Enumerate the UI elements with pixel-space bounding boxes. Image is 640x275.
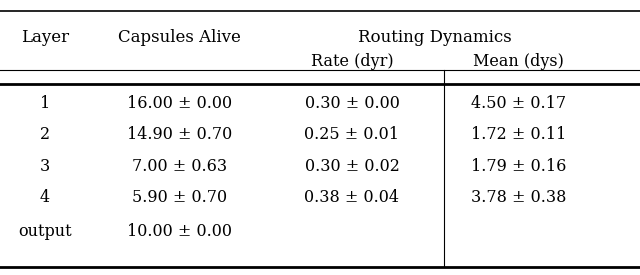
Text: Mean (dys): Mean (dys) [473,53,564,70]
Text: 14.90 ± 0.70: 14.90 ± 0.70 [127,126,232,143]
Text: 7.00 ± 0.63: 7.00 ± 0.63 [132,158,227,175]
Text: 10.00 ± 0.00: 10.00 ± 0.00 [127,222,232,240]
Text: 3: 3 [40,158,50,175]
Text: 0.25 ± 0.01: 0.25 ± 0.01 [305,126,399,143]
Text: 5.90 ± 0.70: 5.90 ± 0.70 [132,189,227,207]
Text: 1.72 ± 0.11: 1.72 ± 0.11 [471,126,566,143]
Text: 4.50 ± 0.17: 4.50 ± 0.17 [471,95,566,112]
Text: 0.30 ± 0.00: 0.30 ± 0.00 [305,95,399,112]
Text: output: output [18,222,72,240]
Text: Routing Dynamics: Routing Dynamics [358,29,512,46]
Text: 16.00 ± 0.00: 16.00 ± 0.00 [127,95,232,112]
Text: Layer: Layer [20,29,69,46]
Text: Rate (dyr): Rate (dyr) [310,53,394,70]
Text: 4: 4 [40,189,50,207]
Text: 3.78 ± 0.38: 3.78 ± 0.38 [470,189,566,207]
Text: 1: 1 [40,95,50,112]
Text: 2: 2 [40,126,50,143]
Text: 1.79 ± 0.16: 1.79 ± 0.16 [470,158,566,175]
Text: 0.38 ± 0.04: 0.38 ± 0.04 [305,189,399,207]
Text: 0.30 ± 0.02: 0.30 ± 0.02 [305,158,399,175]
Text: Capsules Alive: Capsules Alive [118,29,241,46]
